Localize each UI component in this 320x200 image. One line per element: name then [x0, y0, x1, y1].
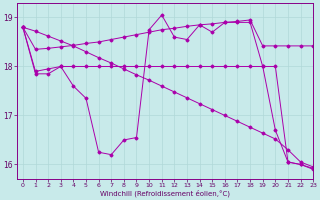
X-axis label: Windchill (Refroidissement éolien,°C): Windchill (Refroidissement éolien,°C) — [100, 190, 230, 197]
